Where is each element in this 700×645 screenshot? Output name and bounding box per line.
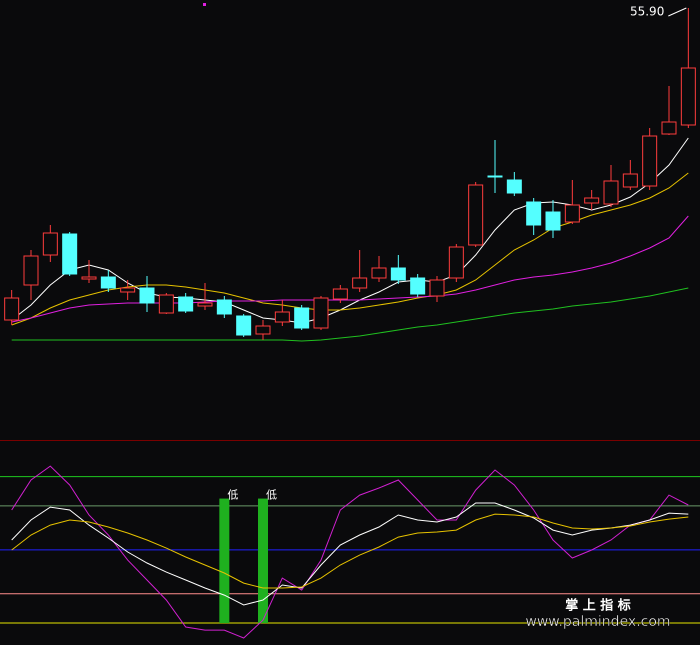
candle-body — [216, 299, 232, 315]
watermark-title: 掌 上 指 标 — [565, 598, 631, 614]
candle-body — [468, 184, 484, 246]
signal-label: 低 — [227, 489, 238, 502]
candle-body — [622, 173, 638, 188]
candle-body — [661, 121, 677, 135]
candle-body — [390, 267, 406, 281]
candle-body — [642, 135, 658, 187]
candle-body — [236, 315, 252, 336]
candle-body — [274, 311, 290, 323]
indicator-line — [11, 215, 689, 323]
candle-body — [158, 294, 174, 314]
candle-body — [294, 307, 310, 329]
candle-body — [448, 246, 464, 279]
annotation-label: 55.90 — [630, 5, 664, 19]
candle-body — [313, 297, 329, 329]
candle-body — [120, 287, 136, 293]
candle-body — [526, 201, 542, 226]
candle-body — [332, 288, 348, 300]
annotation-leader — [668, 7, 687, 17]
watermark-url: www.palmindex.com — [525, 614, 670, 630]
candle-body — [429, 279, 445, 297]
candle-body — [410, 277, 426, 295]
signal-bar — [219, 498, 230, 624]
candle-body — [506, 179, 522, 194]
indicator-line — [11, 513, 689, 589]
candle-body — [100, 276, 116, 289]
indicator-line — [11, 465, 689, 639]
signal-bar — [258, 498, 268, 624]
candle-body — [564, 204, 580, 223]
candle-body — [81, 276, 97, 280]
signal-label: 低 — [266, 489, 277, 502]
candle-body — [545, 211, 561, 231]
candle-body — [178, 296, 194, 312]
indicator-line — [11, 502, 689, 606]
candle-body — [139, 287, 155, 304]
candle-body — [197, 302, 213, 307]
candle-body — [4, 297, 20, 321]
candle-body — [603, 180, 619, 205]
candle-body — [487, 175, 503, 178]
candle-body — [371, 267, 387, 279]
candle-body — [42, 232, 58, 256]
candle-body — [352, 277, 368, 289]
indicator-line — [11, 287, 689, 342]
candle-body — [255, 325, 271, 335]
marker-dot — [203, 3, 206, 6]
candle-body — [584, 197, 600, 204]
candle-body — [62, 233, 78, 275]
candle-body — [23, 255, 39, 286]
candle-body — [680, 67, 696, 126]
